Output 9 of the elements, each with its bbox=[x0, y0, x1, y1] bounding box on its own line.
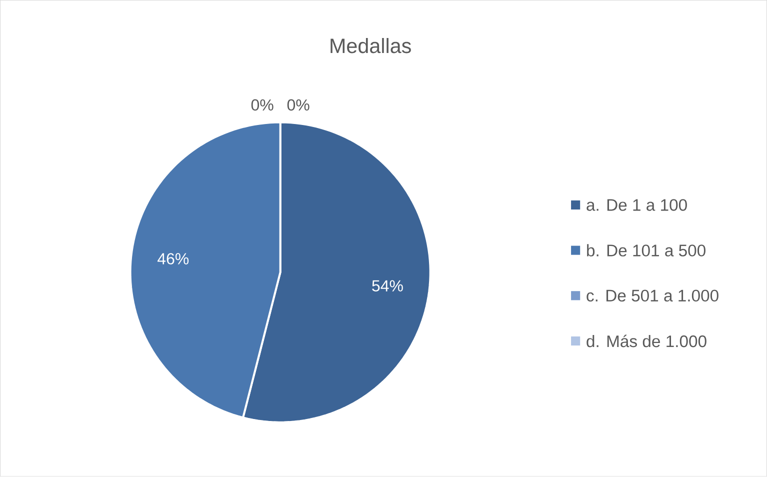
data-label: 54% bbox=[372, 280, 403, 292]
chart-title: Medallas bbox=[330, 38, 411, 54]
text: 0% bbox=[287, 99, 310, 111]
legend-label: d. Más de 1.000 bbox=[586, 334, 706, 348]
text: 0% bbox=[251, 99, 274, 111]
data-label: 46% bbox=[158, 253, 189, 265]
legend-label: b. De 101 a 500 bbox=[587, 244, 706, 257]
legend-label: a. De 1 a 100 bbox=[586, 199, 687, 212]
legend-label: c. De 501 a 1.000 bbox=[586, 290, 718, 302]
